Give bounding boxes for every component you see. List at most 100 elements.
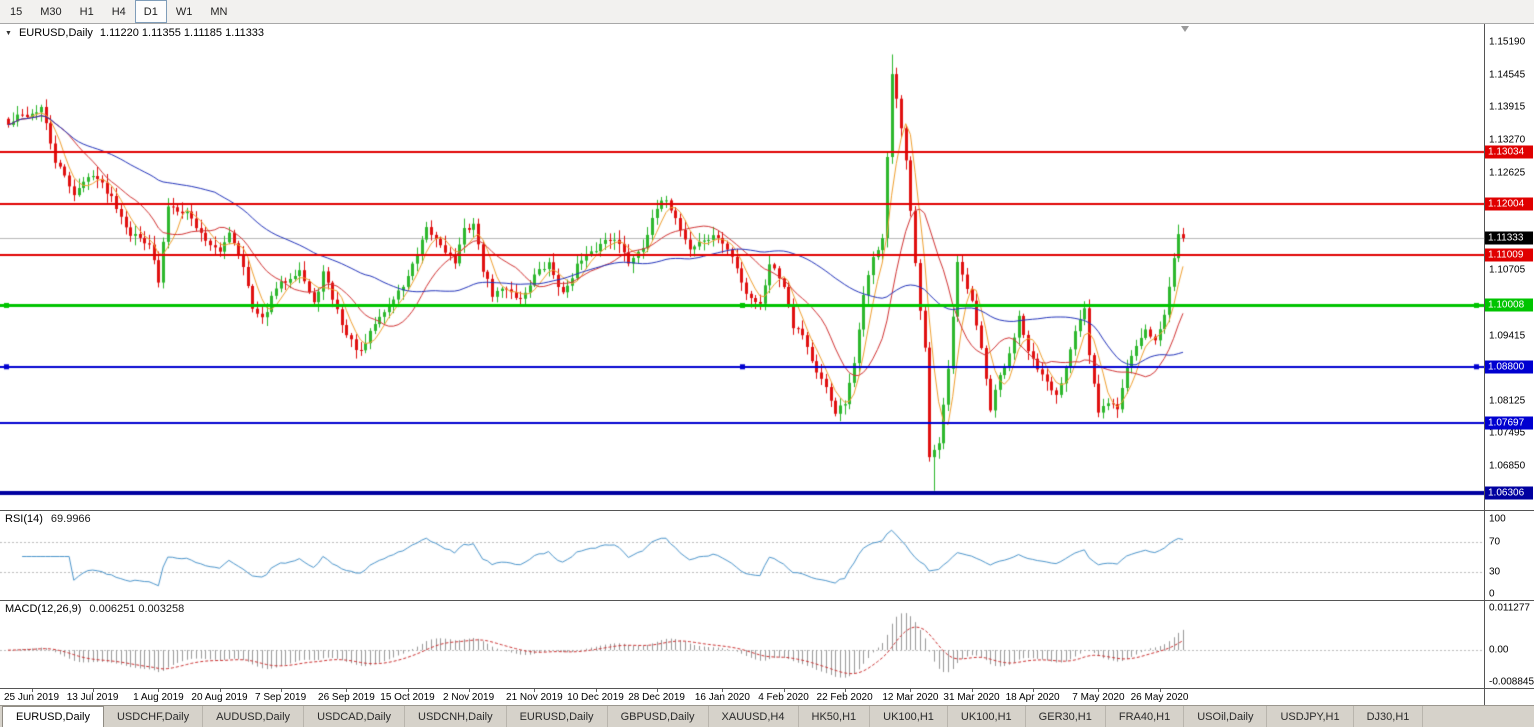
- rsi-axis[interactable]: 100 70 30 0: [1484, 511, 1534, 600]
- macd-header: MACD(12,26,9) 0.006251 0.003258: [5, 603, 184, 615]
- chart-tab-xauusd-h4[interactable]: XAUUSD,H4: [709, 706, 799, 727]
- price-axis[interactable]: 1.151901.145451.139151.132701.126251.119…: [1484, 24, 1534, 510]
- chart-tab-usdcnh-daily[interactable]: USDCNH,Daily: [405, 706, 507, 727]
- timeframe-button-h4[interactable]: H4: [111, 5, 126, 18]
- macd-tick: 0.00: [1489, 644, 1509, 656]
- chart-tab-usdcad-daily[interactable]: USDCAD,Daily: [304, 706, 406, 727]
- chart-tab-eurusd-daily[interactable]: EURUSD,Daily: [507, 706, 608, 727]
- price-tick: 1.13270: [1489, 134, 1526, 146]
- timeframe-button-mn[interactable]: MN: [210, 5, 228, 18]
- level-price-tag: 1.11009: [1485, 248, 1533, 262]
- macd-canvas[interactable]: [0, 601, 1484, 688]
- date-tick: [346, 689, 348, 692]
- date-label: 13 Jul 2019: [66, 692, 119, 703]
- axis-corner: [1484, 689, 1534, 705]
- date-tick: [722, 689, 724, 692]
- macd-axis[interactable]: 0.011277 0.00 -0.008845: [1484, 601, 1534, 688]
- chart-tab-dj30-h1[interactable]: DJ30,H1: [1354, 706, 1424, 727]
- price-tick: 1.14545: [1489, 69, 1526, 81]
- chart-tab-usdjpy-h1[interactable]: USDJPY,H1: [1267, 706, 1354, 727]
- macd-plot[interactable]: MACD(12,26,9) 0.006251 0.003258: [0, 601, 1484, 688]
- rsi-tick: 70: [1489, 536, 1501, 547]
- rsi-tick: 30: [1489, 566, 1501, 577]
- rsi-tick: 0: [1489, 588, 1495, 600]
- date-label: 26 May 2020: [1130, 692, 1189, 703]
- level-price-tag: 1.08800: [1485, 360, 1533, 374]
- date-tick: [910, 689, 912, 692]
- date-label: 28 Dec 2019: [628, 692, 685, 703]
- price-tick: 1.13915: [1489, 101, 1526, 113]
- price-tick: 1.12625: [1489, 167, 1526, 179]
- date-label: 15 Oct 2019: [380, 692, 435, 703]
- current-price-tag: 1.11333: [1485, 231, 1533, 245]
- rsi-canvas[interactable]: [0, 511, 1484, 600]
- date-tick: [407, 689, 409, 692]
- rsi-header: RSI(14) 69.9966: [5, 513, 91, 525]
- price-chart-plot[interactable]: ▼ EURUSD,Daily 1.11220 1.11355 1.11185 1…: [0, 24, 1484, 510]
- chart-symbol-label: EURUSD,Daily: [18, 27, 93, 39]
- chart-tab-fra40-h1[interactable]: FRA40,H1: [1106, 706, 1185, 727]
- price-tick: 1.09415: [1489, 330, 1526, 342]
- level-price-tag: 1.07697: [1485, 416, 1533, 430]
- date-tick: [280, 689, 282, 692]
- date-label: 4 Feb 2020: [758, 692, 809, 703]
- date-tick: [158, 689, 160, 692]
- date-label: 20 Aug 2019: [191, 692, 248, 703]
- chart-header: ▼ EURUSD,Daily 1.11220 1.11355 1.11185 1…: [5, 27, 264, 39]
- date-label: 31 Mar 2020: [943, 692, 1000, 703]
- rsi-plot[interactable]: RSI(14) 69.9966: [0, 511, 1484, 600]
- chart-tab-audusd-daily[interactable]: AUDUSD,Daily: [203, 706, 305, 727]
- rsi-label: RSI(14): [5, 513, 43, 525]
- symbol-dropdown-icon[interactable]: ▼: [5, 29, 12, 37]
- macd-tick: 0.011277: [1489, 602, 1530, 614]
- date-label: 22 Feb 2020: [816, 692, 873, 703]
- date-tick: [31, 689, 33, 692]
- level-price-tag: 1.13034: [1485, 145, 1533, 159]
- date-tick: [468, 689, 470, 692]
- chart-shift-marker-icon[interactable]: [1181, 26, 1189, 32]
- date-label: 10 Dec 2019: [567, 692, 624, 703]
- date-tick: [219, 689, 221, 692]
- chart-ohlc-values: 1.11220 1.11355 1.11185 1.11333: [99, 27, 265, 39]
- date-label: 16 Jan 2020: [694, 692, 750, 703]
- level-price-tag: 1.06306: [1485, 486, 1533, 500]
- price-tick: 1.08125: [1489, 395, 1526, 407]
- main-chart-panel: ▼ EURUSD,Daily 1.11220 1.11355 1.11185 1…: [0, 24, 1534, 510]
- date-tick: [656, 689, 658, 692]
- price-chart-canvas[interactable]: [0, 24, 1484, 510]
- chart-tab-usdchf-daily[interactable]: USDCHF,Daily: [104, 706, 204, 727]
- timeframe-toolbar: 15 M30 H1 H4 D1 W1 MN: [0, 0, 1534, 24]
- level-price-tag: 1.10008: [1485, 298, 1533, 312]
- chart-tab-uk100-h1[interactable]: UK100,H1: [948, 706, 1026, 727]
- price-tick: 1.15190: [1489, 36, 1526, 48]
- macd-tick: -0.008845: [1489, 676, 1534, 688]
- chart-tab-uk100-h1[interactable]: UK100,H1: [870, 706, 948, 727]
- level-price-tag: 1.12004: [1485, 197, 1533, 211]
- timeframe-button-15[interactable]: 15: [10, 5, 23, 18]
- chart-tab-hk50-h1[interactable]: HK50,H1: [799, 706, 871, 727]
- timeframe-button-h1[interactable]: H1: [79, 5, 94, 18]
- timeframe-button-w1[interactable]: W1: [175, 5, 193, 18]
- timeframe-button-d1[interactable]: D1: [134, 0, 167, 23]
- macd-label: MACD(12,26,9): [5, 603, 82, 615]
- macd-panel: MACD(12,26,9) 0.006251 0.003258 0.011277…: [0, 600, 1534, 688]
- date-label: 1 Aug 2019: [133, 692, 184, 703]
- price-tick: 1.06850: [1489, 460, 1526, 472]
- date-label: 7 Sep 2019: [255, 692, 307, 703]
- chart-tab-gbpusd-daily[interactable]: GBPUSD,Daily: [608, 706, 709, 727]
- date-tick: [971, 689, 973, 692]
- timeframe-button-m30[interactable]: M30: [40, 5, 62, 18]
- chart-tab-ger30-h1[interactable]: GER30,H1: [1026, 706, 1106, 727]
- date-label: 7 May 2020: [1072, 692, 1125, 703]
- date-label: 12 Mar 2020: [882, 692, 939, 703]
- date-label: 2 Nov 2019: [443, 692, 495, 703]
- date-tick: [534, 689, 536, 692]
- rsi-tick: 100: [1489, 513, 1506, 525]
- chart-tabs-bar: EURUSD,Daily USDCHF,Daily AUDUSD,Daily USDC…: [0, 705, 1534, 727]
- price-tick: 1.07495: [1489, 427, 1526, 439]
- chart-tab-eurusd-daily[interactable]: EURUSD,Daily: [2, 706, 104, 727]
- time-axis[interactable]: 25 Jun 2019 13 Jul 2019 1 Aug 2019 20 Aug 2…: [0, 688, 1534, 705]
- chart-tab-usoil-daily[interactable]: USOil,Daily: [1184, 706, 1268, 727]
- date-tick: [92, 689, 94, 692]
